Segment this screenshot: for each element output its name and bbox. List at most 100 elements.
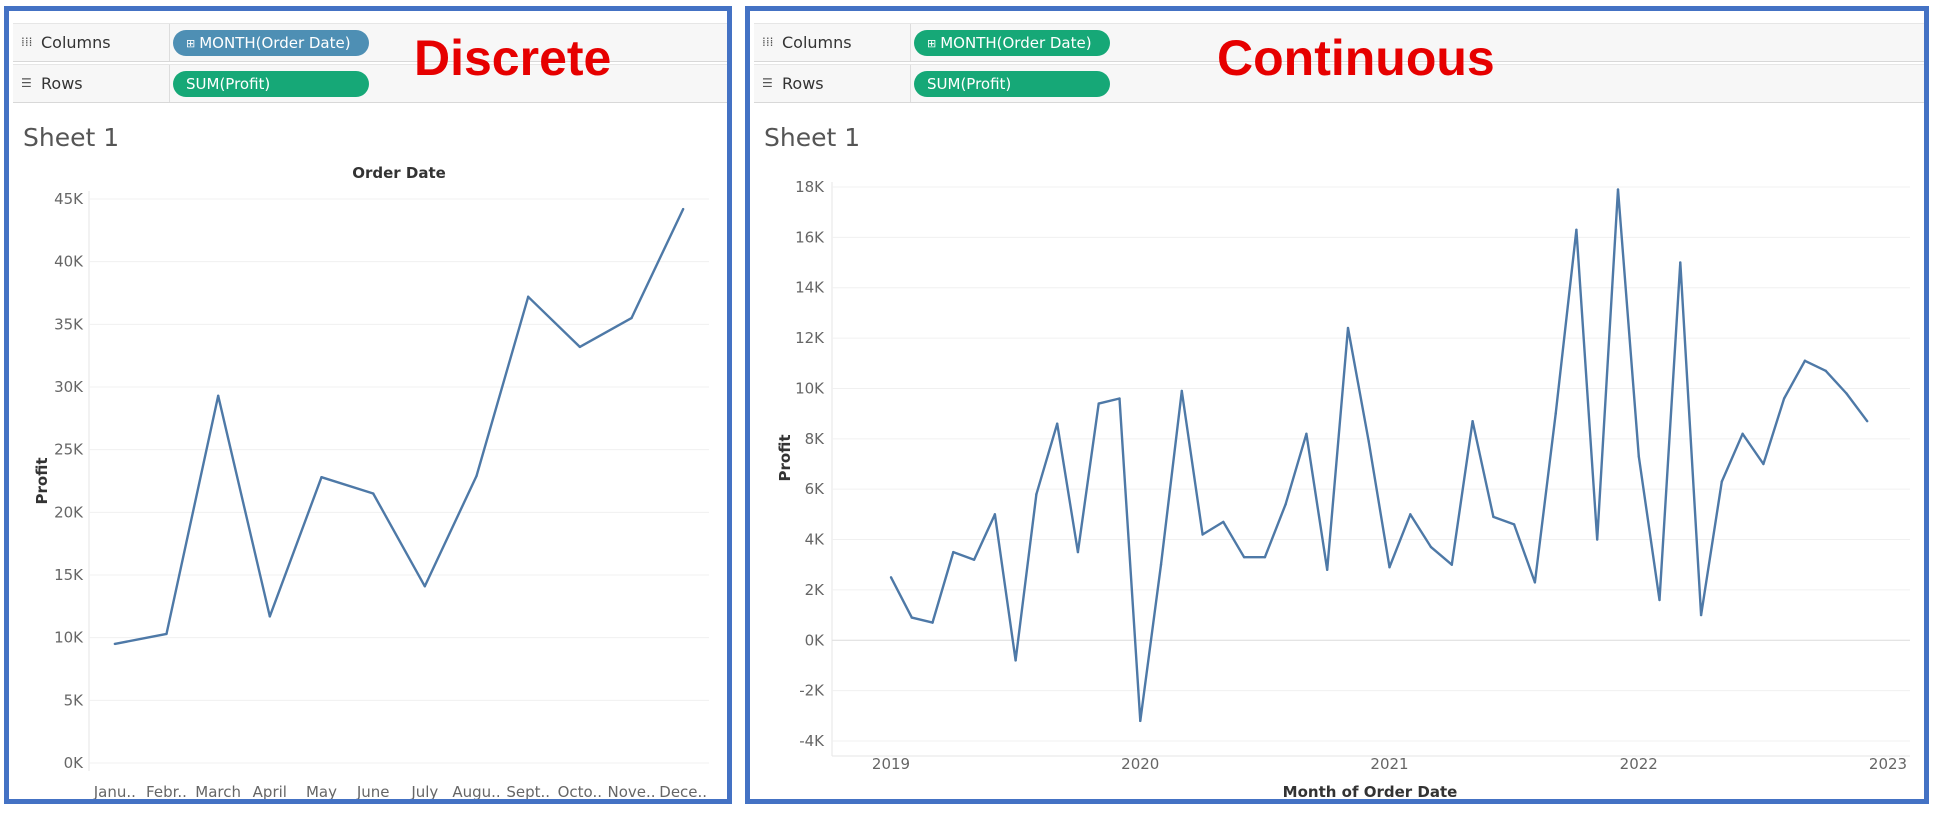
x-tick-label: March [195,783,241,799]
data-point [889,576,893,579]
data-point [952,550,955,554]
y-tick-label: 25K [54,441,84,459]
y-tick-label: 4K [805,531,826,549]
shelf-divider [910,24,911,61]
data-point [1845,392,1848,395]
x-tick-label: Nove.. [607,783,655,799]
data-point [578,345,582,349]
columns-shelf[interactable]: ⁞⁞⁞ Columns ⊞ MONTH(Order Date) [754,23,1924,62]
month-order-date-pill[interactable]: ⊞ MONTH(Order Date) [914,30,1110,56]
discrete-heading: Discrete [414,30,612,86]
y-tick-label: 18K [795,178,825,196]
data-point [1180,389,1183,393]
data-point [165,632,168,636]
data-point [113,642,117,646]
sheet-title: Sheet 1 [23,123,120,152]
columns-label: Columns [782,33,852,52]
data-point [1305,432,1308,435]
sum-profit-pill[interactable]: SUM(Profit) [914,71,1110,97]
profit-line [114,208,685,646]
rows-shelf[interactable]: ☰ Rows SUM(Profit) [754,64,1924,103]
data-point [1159,563,1163,566]
sum-profit-pill[interactable]: SUM(Profit) [173,71,369,97]
y-tick-label: 2K [805,581,826,599]
data-point [1118,397,1121,400]
shelf-divider [169,65,170,102]
data-point [1201,533,1204,536]
columns-icon: ⁞⁞⁞ [21,35,33,49]
data-point [972,558,976,561]
discrete-panel: ⁞⁞⁞ Columns ⊞ MONTH(Order Date) ☰ Rows SU… [4,6,732,804]
columns-label: Columns [41,33,111,52]
data-point [320,476,323,479]
pill-label: SUM(Profit) [186,75,271,93]
x-tick-label: Dece.. [659,783,707,799]
data-point [1242,555,1246,559]
expand-icon: ⊞ [186,37,196,50]
y-tick-label: 6K [805,480,826,498]
data-point [1866,419,1869,423]
y-tick-label: 35K [54,315,84,333]
x-axis-title: Month of Order Date [1283,783,1458,799]
x-tick-label: July [410,783,438,799]
data-point [931,621,934,624]
data-point [1035,493,1038,496]
data-point [1325,568,1329,571]
continuous-panel: ⁞⁞⁞ Columns ⊞ MONTH(Order Date) ☰ Rows SU… [745,6,1929,804]
profit-line [889,188,1869,723]
data-point [1263,555,1267,559]
data-point [1367,440,1370,443]
y-tick-label: 0K [805,631,826,649]
y-tick-label: 45K [54,190,84,208]
x-tick-label: 2020 [1121,755,1159,773]
y-tick-label: 10K [795,379,825,397]
data-point [1284,503,1287,506]
data-point [1554,412,1557,415]
rows-shelf[interactable]: ☰ Rows SUM(Profit) [13,64,727,103]
y-tick-label: 14K [795,279,825,297]
shelf-divider [169,24,170,61]
data-point [1803,359,1807,362]
month-order-date-pill[interactable]: ⊞ MONTH(Order Date) [173,30,369,56]
x-tick-label: May [306,783,337,799]
y-tick-label: 0K [64,754,85,772]
y-tick-label: -4K [799,732,825,750]
shelf-divider [910,65,911,102]
x-tick-label: June [356,783,390,799]
data-point [1762,462,1765,466]
expand-icon: ⊞ [927,37,937,50]
y-tick-label: 12K [795,329,825,347]
data-point [681,207,685,211]
data-point [1471,419,1474,423]
x-tick-label: 2019 [872,755,910,773]
pill-label: MONTH(Order Date) [199,34,351,52]
y-tick-label: 15K [54,566,84,584]
y-tick-label: 40K [54,253,84,271]
data-point [475,474,478,478]
x-tick-label: Augu.. [452,783,500,799]
y-axis-title: Profit [33,458,51,505]
data-point [1782,397,1786,400]
data-point [1346,326,1350,330]
columns-shelf[interactable]: ⁞⁞⁞ Columns ⊞ MONTH(Order Date) [13,23,727,62]
data-point [1720,480,1724,483]
data-point [1679,261,1682,264]
data-point [1055,422,1059,425]
y-tick-label: 30K [54,378,84,396]
data-point [1076,550,1080,554]
data-point [1139,719,1142,723]
data-point [1492,515,1495,519]
data-point [910,616,913,619]
data-point [1596,538,1599,541]
data-point [630,316,633,320]
data-point [1699,613,1703,617]
continuous-line-chart: -4K -2K 0K 2K 4K 6K 8K 10K 12K 14K 16K 18K 2019 2020 2… [776,178,1910,799]
data-point [526,295,530,298]
sheet-title: Sheet 1 [764,123,861,152]
y-tick-label: 8K [805,430,826,448]
pill-label: SUM(Profit) [927,75,1012,93]
data-point [423,585,427,588]
data-point [1637,455,1640,458]
rows-icon: ☰ [762,76,773,90]
data-point [1097,402,1100,405]
